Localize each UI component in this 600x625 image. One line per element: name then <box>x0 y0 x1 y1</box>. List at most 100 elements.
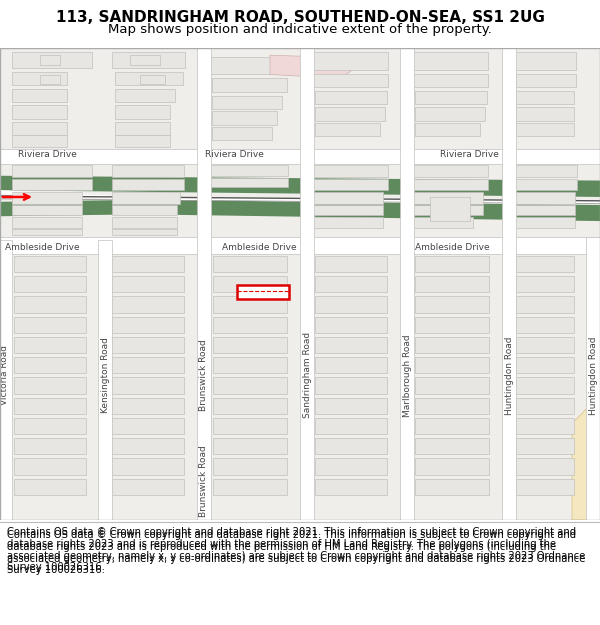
Bar <box>514 52 576 69</box>
Bar <box>413 74 488 87</box>
Bar <box>14 398 86 414</box>
Bar <box>140 74 165 84</box>
Text: Riviera Drive: Riviera Drive <box>440 150 499 159</box>
Bar <box>415 122 480 136</box>
Bar <box>0 236 600 254</box>
Bar <box>12 179 92 190</box>
Bar <box>313 165 388 177</box>
Bar <box>112 256 184 272</box>
Bar <box>315 438 387 454</box>
Bar <box>313 179 388 190</box>
Bar <box>516 438 574 454</box>
Bar <box>12 192 82 204</box>
Bar <box>400 48 414 520</box>
Bar <box>213 337 287 353</box>
Bar <box>112 179 184 190</box>
Bar <box>12 52 92 68</box>
Bar <box>213 256 287 272</box>
Bar <box>516 479 574 495</box>
Bar <box>213 438 287 454</box>
Text: Ambleside Drive: Ambleside Drive <box>222 242 296 252</box>
Bar <box>98 241 112 520</box>
Bar <box>213 357 287 373</box>
Polygon shape <box>0 176 600 197</box>
Bar <box>315 479 387 495</box>
Bar <box>213 378 287 394</box>
Bar <box>415 107 485 121</box>
Bar <box>0 149 600 164</box>
Bar <box>14 378 86 394</box>
Bar <box>212 96 282 109</box>
Bar <box>12 229 82 234</box>
Bar <box>415 296 489 312</box>
Bar <box>413 165 488 177</box>
Bar <box>112 204 177 215</box>
Bar <box>516 357 574 373</box>
Bar <box>210 177 288 187</box>
Text: Map shows position and indicative extent of the property.: Map shows position and indicative extent… <box>108 22 492 36</box>
Bar <box>112 337 184 353</box>
Bar <box>313 204 383 215</box>
Bar <box>586 236 600 520</box>
Bar <box>502 48 516 520</box>
Bar <box>313 192 383 204</box>
Bar <box>213 479 287 495</box>
Polygon shape <box>0 200 140 216</box>
Bar <box>40 74 60 84</box>
Bar <box>300 48 314 520</box>
Bar <box>516 458 574 474</box>
Text: Ambleside Drive: Ambleside Drive <box>5 242 80 252</box>
Bar <box>210 165 288 176</box>
Bar <box>415 378 489 394</box>
Bar <box>213 316 287 333</box>
Bar <box>12 106 67 119</box>
Polygon shape <box>140 200 600 221</box>
Bar <box>212 78 287 92</box>
Bar <box>115 89 175 102</box>
Text: Riviera Drive: Riviera Drive <box>205 150 264 159</box>
Bar <box>12 72 67 85</box>
Bar <box>315 398 387 414</box>
Bar <box>516 256 574 272</box>
Polygon shape <box>270 55 360 78</box>
Bar <box>12 204 82 215</box>
Bar <box>315 458 387 474</box>
Text: Ambleside Drive: Ambleside Drive <box>415 242 490 252</box>
Bar <box>213 398 287 414</box>
Bar <box>415 438 489 454</box>
Bar <box>415 91 487 104</box>
Bar <box>515 217 575 228</box>
Text: Victoria Road: Victoria Road <box>1 346 10 406</box>
Bar <box>516 91 574 104</box>
Bar <box>415 398 489 414</box>
Bar <box>130 55 160 65</box>
Bar <box>212 111 277 124</box>
Bar <box>315 418 387 434</box>
Bar <box>115 106 170 119</box>
Bar <box>213 296 287 312</box>
Bar <box>213 418 287 434</box>
Bar <box>115 122 170 135</box>
Text: Brunswick Road: Brunswick Road <box>199 446 209 518</box>
Bar <box>313 74 388 87</box>
Polygon shape <box>572 394 600 520</box>
Bar <box>112 479 184 495</box>
Bar <box>516 337 574 353</box>
Bar <box>112 316 184 333</box>
Bar <box>515 192 575 204</box>
Bar <box>14 479 86 495</box>
Bar <box>14 316 86 333</box>
Bar <box>40 55 60 65</box>
Bar <box>112 229 177 234</box>
Bar <box>112 192 180 204</box>
Bar <box>313 52 388 69</box>
Bar <box>315 256 387 272</box>
Bar <box>14 438 86 454</box>
Bar <box>12 165 92 177</box>
Bar <box>430 197 470 221</box>
Bar <box>112 296 184 312</box>
Bar <box>112 378 184 394</box>
Bar <box>14 418 86 434</box>
Text: Contains OS data © Crown copyright and database right 2021. This information is : Contains OS data © Crown copyright and d… <box>7 531 586 575</box>
Text: 113, SANDRINGHAM ROAD, SOUTHEND-ON-SEA, SS1 2UG: 113, SANDRINGHAM ROAD, SOUTHEND-ON-SEA, … <box>56 11 544 26</box>
